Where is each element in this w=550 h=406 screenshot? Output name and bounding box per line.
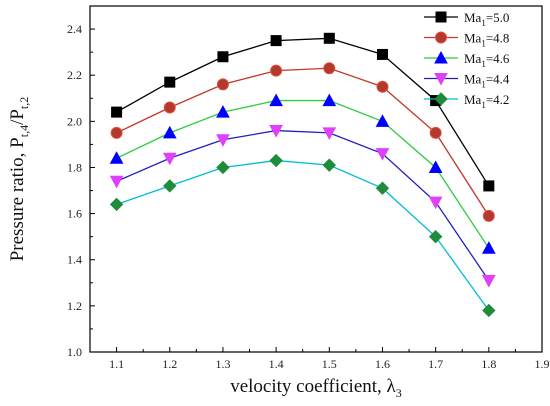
legend-item: Ma1=5.0 <box>424 10 509 28</box>
x-tick-label: 1.6 <box>375 357 390 371</box>
legend-label: Ma1=4.4 <box>464 72 510 90</box>
legend-item: Ma1=4.4 <box>424 72 510 90</box>
data-point <box>482 209 495 222</box>
data-point <box>428 160 443 173</box>
data-point <box>111 106 123 118</box>
series-5 <box>109 153 496 318</box>
plot-frame <box>89 5 543 353</box>
x-tick-label: 1.5 <box>322 357 337 371</box>
data-point <box>482 303 496 318</box>
data-point <box>217 51 229 63</box>
data-point <box>162 125 177 139</box>
y-tick-label: 1.8 <box>67 160 82 174</box>
series-1 <box>111 32 495 192</box>
y-axis-title: Pressure ratio, Pt,4/Pt,2 <box>7 97 31 262</box>
data-point <box>216 105 230 118</box>
data-point <box>109 175 124 189</box>
data-point <box>216 160 230 175</box>
data-point <box>375 148 390 161</box>
data-point <box>164 76 176 88</box>
legend-marker <box>435 31 447 44</box>
data-point <box>163 101 176 114</box>
legend-marker <box>435 11 447 23</box>
data-point <box>428 196 443 210</box>
legend-item: Ma1=4.2 <box>424 92 509 110</box>
series-line <box>116 129 490 281</box>
legend-item: Ma1=4.8 <box>424 31 509 49</box>
data-point <box>322 93 337 107</box>
series-2 <box>110 62 495 222</box>
x-tick-label: 1.8 <box>481 357 496 371</box>
data-point <box>429 126 442 139</box>
data-point <box>269 125 283 138</box>
y-tick-label: 2.0 <box>67 114 82 128</box>
legend-label: Ma1=5.0 <box>464 10 509 28</box>
data-point <box>376 48 388 60</box>
x-tick-label: 1.1 <box>109 357 124 371</box>
data-point <box>109 197 124 212</box>
y-tick-label: 1.6 <box>67 207 82 221</box>
data-point <box>323 62 336 75</box>
legend-item: Ma1=4.6 <box>424 50 510 69</box>
data-point <box>269 153 283 168</box>
series-line <box>116 99 490 249</box>
axis-ticks: 1.1 1.2 1.3 1.4 1.5 1.6 1.7 1.8 1.9 1.0 1.2 1.4 1.6 1… <box>67 22 550 371</box>
data-point <box>216 134 230 147</box>
data-point <box>216 78 229 91</box>
data-point <box>269 93 283 107</box>
series-line <box>116 67 490 217</box>
data-point <box>483 180 495 192</box>
y-tick-label: 1.0 <box>67 345 82 359</box>
data-point <box>481 241 496 254</box>
y-tick-label: 2.4 <box>67 22 82 36</box>
data-point <box>270 35 282 47</box>
data-point <box>109 151 124 164</box>
legend-label: Ma1=4.8 <box>464 31 509 49</box>
series-line <box>116 37 490 187</box>
series-layer <box>109 32 496 318</box>
y-tick-label: 2.2 <box>67 68 82 82</box>
series-line <box>116 159 490 311</box>
data-point <box>322 158 337 172</box>
legend-marker <box>434 50 448 64</box>
data-point <box>110 126 123 139</box>
legend-label: Ma1=4.2 <box>464 92 509 110</box>
data-point <box>323 32 335 44</box>
y-tick-label: 1.4 <box>67 253 82 267</box>
legend-marker <box>434 73 448 86</box>
series-3 <box>109 93 496 254</box>
x-tick-label: 1.9 <box>535 357 550 371</box>
legend-label: Ma1=4.6 <box>464 51 510 69</box>
data-point <box>163 179 177 193</box>
x-axis-title: velocity coefficient, λ3 <box>230 376 402 400</box>
data-point <box>428 229 443 244</box>
x-tick-label: 1.3 <box>215 357 230 371</box>
legend-marker <box>434 92 448 106</box>
series-4 <box>109 125 496 288</box>
y-tick-label: 1.2 <box>67 299 82 313</box>
data-point <box>376 80 389 93</box>
x-tick-label: 1.4 <box>269 357 284 371</box>
x-tick-label: 1.7 <box>428 357 443 371</box>
x-tick-label: 1.2 <box>162 357 177 371</box>
legend: Ma1=5.0 Ma1=4.8 Ma1=4.6 Ma1=4.4 Ma1=4.2 <box>424 10 510 110</box>
data-point <box>162 152 177 166</box>
data-point <box>270 64 283 77</box>
data-point <box>375 181 390 195</box>
data-point <box>375 114 390 127</box>
data-point <box>481 274 496 288</box>
data-point <box>322 127 337 140</box>
